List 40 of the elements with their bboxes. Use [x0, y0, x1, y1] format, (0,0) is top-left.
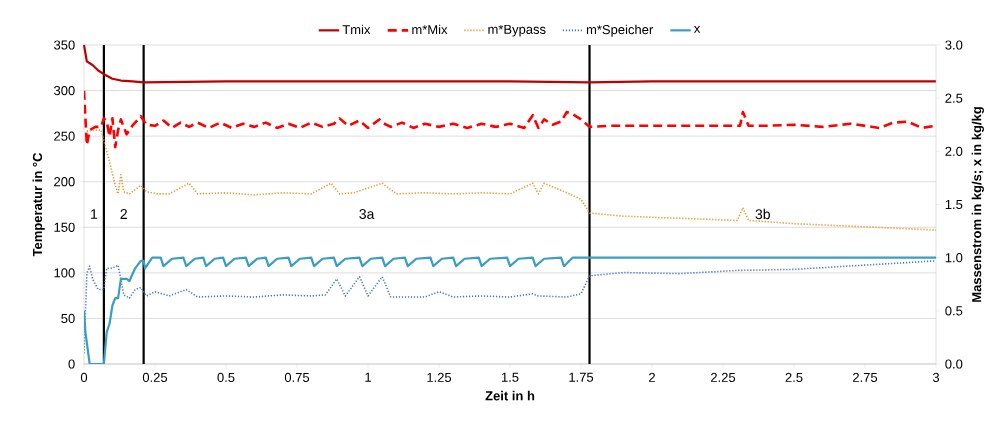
x-axis-title: Zeit in h — [485, 390, 535, 401]
y-tick-label: 50 — [61, 313, 75, 324]
y-tick-label: 200 — [54, 177, 75, 187]
x-tick-label: 0 — [80, 372, 88, 382]
x-tick-label: 1.5 — [501, 372, 519, 382]
annotation: 2 — [120, 209, 127, 219]
x-tick-label: 1.75 — [569, 372, 594, 382]
y-tick-label: 350 — [54, 40, 75, 50]
x-tick-label: 3 — [932, 372, 940, 382]
y-axis-title: Temperatur in °C — [32, 152, 45, 257]
y-tick-label: 0 — [68, 359, 75, 369]
x-tick-label: 2 — [649, 372, 655, 382]
x-tick-label: 0.25 — [142, 372, 168, 382]
y2-tick-label: 1.5 — [945, 199, 963, 210]
x-tick-label: 0.5 — [217, 372, 235, 382]
y2-axis-title: Massenstrom in kg/s; x in kg/kg — [971, 107, 984, 302]
legend-label: m*Bypass — [488, 24, 546, 37]
x-tick-label: 2.75 — [853, 372, 878, 382]
x-tick-label: 2.5 — [785, 372, 803, 382]
y-tick-label: 250 — [54, 131, 75, 141]
x-tick-label: 2.25 — [711, 372, 736, 382]
x-tick-label: 1 — [365, 372, 371, 382]
y2-tick-label: 0.0 — [945, 359, 963, 369]
y2-tick-label: 3.0 — [945, 40, 963, 50]
x-tick-label: 0.75 — [284, 372, 310, 382]
y2-tick-label: 2.0 — [945, 146, 963, 156]
legend-label: Tmix — [342, 24, 371, 35]
annotation: 1 — [91, 209, 98, 219]
annotation: 3b — [755, 208, 770, 220]
y2-tick-label: 2.5 — [945, 93, 963, 103]
y-tick-label: 100 — [54, 268, 75, 278]
legend-label: x — [693, 25, 701, 33]
y-tick-label: 150 — [54, 222, 75, 232]
annotation: 3a — [359, 209, 375, 219]
legend-label: m*Mix — [412, 24, 448, 35]
y2-tick-label: 1.0 — [945, 253, 963, 263]
y-tick-label: 300 — [54, 85, 75, 96]
x-tick-label: 1.25 — [427, 372, 452, 382]
legend-label: m*Speicher — [586, 24, 654, 37]
y2-tick-label: 0.5 — [945, 306, 963, 316]
